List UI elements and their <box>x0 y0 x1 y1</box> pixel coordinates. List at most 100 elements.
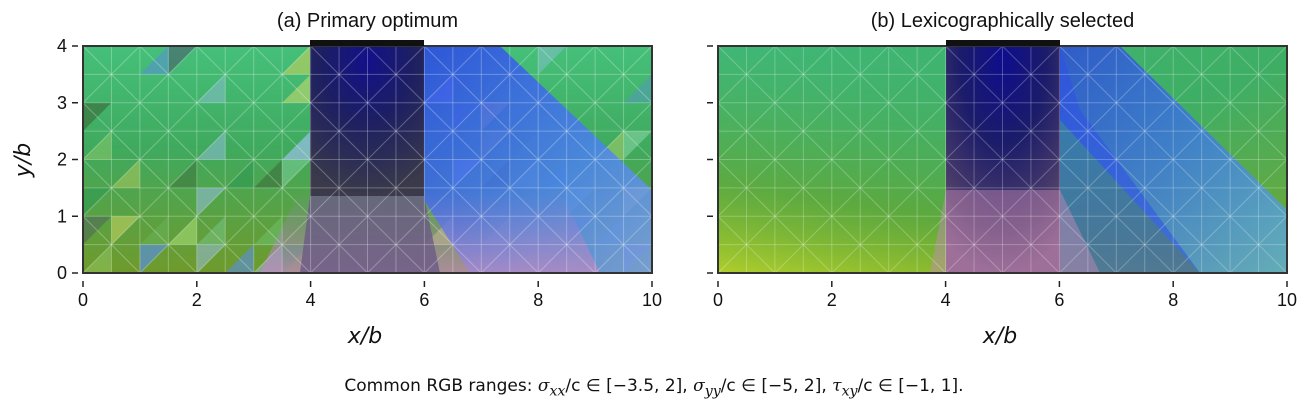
mesh-line <box>1030 187 1060 217</box>
loaded-zone-field <box>946 46 1060 273</box>
mesh-line <box>1172 102 1203 132</box>
mesh-line <box>888 74 918 104</box>
mesh-line <box>83 130 112 160</box>
mesh-line <box>83 74 112 104</box>
mesh-line <box>509 187 539 217</box>
mesh-line <box>480 46 511 75</box>
mesh-line <box>623 215 652 245</box>
mesh-line <box>1002 102 1032 132</box>
mesh-line <box>83 159 112 189</box>
fe-mesh <box>718 46 1287 273</box>
axes: 0 2 4 6 8 10 0 1 2 3 4 <box>57 36 662 310</box>
mesh-line <box>167 74 198 104</box>
mesh-line <box>480 215 511 245</box>
mesh-line <box>537 74 568 104</box>
mesh-line <box>831 102 861 132</box>
mesh-line <box>281 102 311 132</box>
mesh-line <box>338 159 368 189</box>
mesh-line <box>1087 187 1117 217</box>
mesh-line <box>480 187 511 217</box>
mesh-line <box>224 102 255 132</box>
mesh-patch <box>225 159 254 188</box>
mesh-line <box>509 130 539 160</box>
mesh-line <box>1172 130 1203 160</box>
mesh-line <box>537 130 568 160</box>
mesh-line <box>253 159 283 189</box>
mesh-patch <box>253 159 283 188</box>
mesh-line <box>594 46 624 75</box>
mesh-line <box>367 187 397 217</box>
mesh-line <box>859 187 890 217</box>
mesh-line <box>916 130 946 160</box>
x-tick-label: 8 <box>533 290 543 310</box>
mesh-patch <box>168 216 197 245</box>
mesh-line <box>1172 46 1203 75</box>
mesh-line <box>281 244 311 273</box>
mesh-line <box>281 187 311 217</box>
y-tick-label: 4 <box>57 36 67 56</box>
mesh-line <box>945 244 975 273</box>
mesh-line <box>1144 74 1174 104</box>
mesh-line <box>802 187 833 217</box>
mesh-line <box>424 46 454 75</box>
mesh-line <box>623 159 652 189</box>
mesh-line <box>1087 74 1117 104</box>
mesh-line <box>310 74 340 104</box>
x-tick-label: 0 <box>78 290 88 310</box>
loaded-zone-lower <box>300 196 440 273</box>
mesh-line <box>424 187 454 217</box>
mesh-line <box>281 130 311 160</box>
mesh-line <box>1002 74 1032 104</box>
mesh-line <box>973 102 1003 132</box>
mesh-line <box>1201 244 1231 273</box>
mesh-line <box>196 102 226 132</box>
mesh-line <box>623 46 652 75</box>
load-patch <box>310 40 424 46</box>
mesh-line <box>594 244 624 273</box>
mesh-line <box>1030 130 1060 160</box>
mesh-line <box>746 187 776 217</box>
panel-title: (a) Primary optimum <box>277 10 458 32</box>
mesh-line <box>746 46 776 75</box>
mesh-line <box>224 244 255 273</box>
mesh-line <box>509 46 539 75</box>
mesh-line <box>452 159 482 189</box>
mesh-line <box>310 159 340 189</box>
mesh-line <box>310 130 340 160</box>
mesh-line <box>859 215 890 245</box>
mesh-line <box>973 187 1003 217</box>
mesh-line <box>1144 102 1174 132</box>
mesh-line <box>196 74 226 104</box>
mesh-line <box>367 74 397 104</box>
mesh-line <box>281 74 311 104</box>
x-tick-label: 10 <box>1277 290 1297 310</box>
mesh-line <box>452 130 482 160</box>
mesh-line <box>1087 244 1117 273</box>
mesh-line <box>1144 130 1174 160</box>
mesh-line <box>537 187 568 217</box>
mesh-patch <box>196 244 226 273</box>
mesh-line <box>718 187 747 217</box>
x-axis-label: x/b <box>347 324 382 349</box>
mesh-line <box>139 46 169 75</box>
mesh-line <box>1002 244 1032 273</box>
mesh-line <box>196 159 226 189</box>
mesh-line <box>831 187 861 217</box>
mesh-line <box>1172 215 1203 245</box>
mesh-line <box>1087 215 1117 245</box>
mesh-line <box>1201 74 1231 104</box>
mesh-line <box>338 187 368 217</box>
mesh-line <box>594 130 624 160</box>
mesh-line <box>424 74 454 104</box>
mesh-line <box>253 102 283 132</box>
mesh-line <box>746 215 776 245</box>
mesh-line <box>831 46 861 75</box>
mesh-line <box>623 244 652 273</box>
mesh-line <box>310 244 340 273</box>
mesh-line <box>253 244 283 273</box>
mesh-line <box>196 46 226 75</box>
mesh-line <box>338 130 368 160</box>
mesh-line <box>395 187 425 217</box>
mesh-line <box>566 244 596 273</box>
mesh-line <box>424 159 454 189</box>
